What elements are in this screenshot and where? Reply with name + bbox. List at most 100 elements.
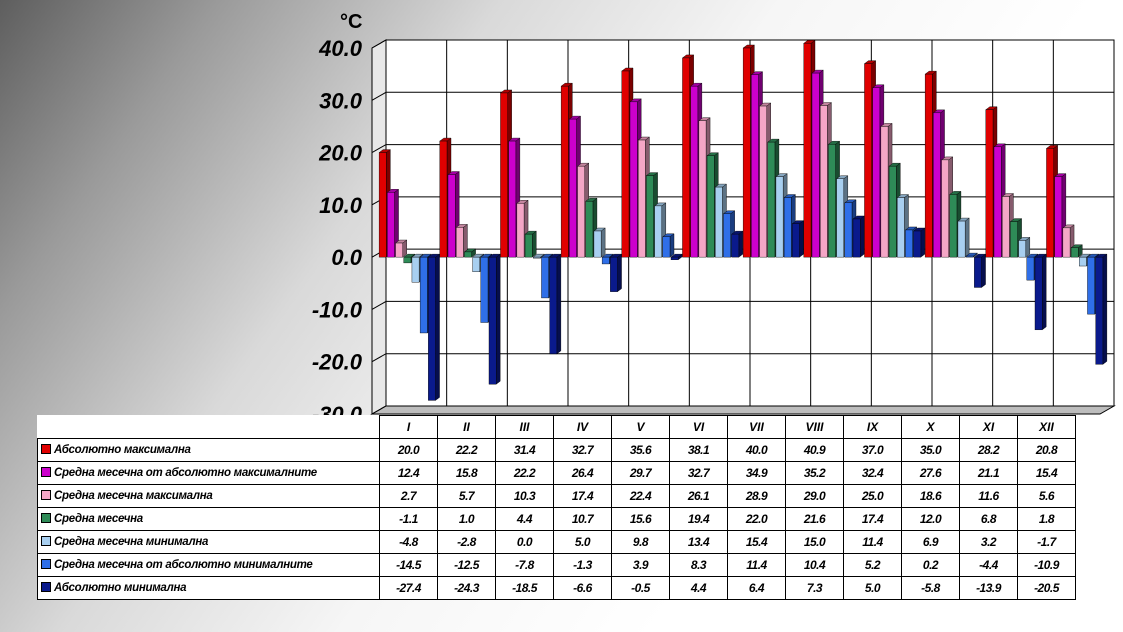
value-cell: 26.4 [553, 461, 612, 485]
data-table: I II III IV V VI VII VIII IX X XI XII Абсолютно мак… [37, 415, 1076, 600]
value-cell: 0.0 [495, 530, 554, 554]
series-label: Средна месечна максимална [37, 484, 380, 508]
value-cell: 6.8 [959, 507, 1018, 531]
value-cell: 9.8 [611, 530, 670, 554]
table-header-row: I II III IV V VI VII VIII IX X XI XII [38, 415, 1076, 439]
value-cell: 27.6 [901, 461, 960, 485]
bar [965, 252, 978, 258]
bar [549, 253, 562, 355]
value-cell: -2.8 [437, 530, 496, 554]
value-cell: -13.9 [959, 576, 1018, 600]
value-cell: 11.4 [727, 553, 786, 577]
y-axis-unit: °C [340, 11, 362, 33]
value-cell: 10.7 [553, 507, 612, 531]
value-cell: 11.6 [959, 484, 1018, 508]
value-cell: 13.4 [669, 530, 728, 554]
table-corner [38, 416, 380, 439]
value-cell: 15.6 [611, 507, 670, 531]
table-row: Средна месечна максимална 2.7 5.7 10.3 17.4 2… [37, 484, 1076, 508]
value-cell: -14.5 [379, 553, 438, 577]
value-cell: 35.6 [611, 438, 670, 462]
series-name: Средна месечна максимална [54, 490, 213, 502]
value-cell: 32.4 [843, 461, 902, 485]
series-name: Абсолютно максимална [54, 444, 191, 456]
value-cell: -6.6 [553, 576, 612, 600]
value-cell: 35.0 [901, 438, 960, 462]
bar [488, 253, 501, 385]
y-tick-label: 40.0 [318, 36, 363, 61]
legend-swatch [41, 444, 51, 454]
table-row: Средна месечна от абсолютно минималните -… [37, 553, 1076, 577]
series-label: Средна месечна минимална [37, 530, 380, 554]
table-row: Средна месечна -1.1 1.0 4.4 10.7 15.6 19.4 22.0… [37, 507, 1076, 531]
category-header: II [437, 415, 496, 439]
value-cell: 22.4 [611, 484, 670, 508]
value-cell: 2.7 [379, 484, 438, 508]
value-cell: 1.0 [437, 507, 496, 531]
bar [973, 253, 987, 288]
value-cell: 20.8 [1017, 438, 1076, 462]
value-cell: 28.2 [959, 438, 1018, 462]
value-cell: 12.0 [901, 507, 960, 531]
legend-swatch [41, 582, 51, 592]
y-tick-label: 10.0 [319, 193, 363, 218]
series-label: Абсолютно максимална [37, 438, 380, 462]
table-row: Средна месечна от абсолютно максималните… [37, 461, 1076, 485]
value-cell: 32.7 [669, 461, 728, 485]
value-cell: -27.4 [379, 576, 438, 600]
category-header: IV [553, 415, 612, 439]
category-header: VI [669, 415, 728, 439]
bar [463, 248, 477, 258]
value-cell: 20.0 [379, 438, 438, 462]
value-cell: 0.2 [901, 553, 960, 577]
value-cell: -10.9 [1017, 553, 1076, 577]
table-row: Абсолютно максимална 20.0 22.2 31.4 32.7 35.6… [37, 438, 1076, 462]
value-cell: 22.2 [495, 461, 554, 485]
value-cell: -1.1 [379, 507, 438, 531]
value-cell: 5.2 [843, 553, 902, 577]
value-cell: 40.0 [727, 438, 786, 462]
series-label: Абсолютно минимална [37, 576, 380, 600]
value-cell: 5.0 [553, 530, 612, 554]
value-cell: 22.0 [727, 507, 786, 531]
category-header: V [611, 415, 670, 439]
value-cell: 5.6 [1017, 484, 1076, 508]
category-header: III [495, 415, 554, 439]
plot-floor [370, 405, 1116, 415]
value-cell: 3.9 [611, 553, 670, 577]
category-header: XI [959, 415, 1018, 439]
bar [913, 227, 926, 258]
value-cell: 11.4 [843, 530, 902, 554]
category-header: IX [843, 415, 902, 439]
legend-swatch [41, 559, 51, 569]
legend-swatch [41, 490, 51, 500]
bar [670, 253, 683, 261]
series-label: Средна месечна [37, 507, 380, 531]
value-cell: 7.3 [785, 576, 844, 600]
value-cell: -20.5 [1017, 576, 1076, 600]
value-cell: 1.8 [1017, 507, 1076, 531]
value-cell: 12.4 [379, 461, 438, 485]
value-cell: 40.9 [785, 438, 844, 462]
value-cell: 34.9 [727, 461, 786, 485]
value-cell: 35.2 [785, 461, 844, 485]
value-cell: 17.4 [553, 484, 612, 508]
bar [1070, 244, 1083, 258]
value-cell: 15.4 [727, 530, 786, 554]
value-cell: 4.4 [495, 507, 554, 531]
value-cell: 18.6 [901, 484, 960, 508]
bar [593, 227, 606, 258]
value-cell: 22.2 [437, 438, 496, 462]
value-cell: 5.7 [437, 484, 496, 508]
bar [662, 233, 675, 258]
value-cell: 31.4 [495, 438, 554, 462]
value-cell: 38.1 [669, 438, 728, 462]
table-row: Средна месечна минимална -4.8 -2.8 0.0 5.0 9.… [37, 530, 1076, 554]
value-cell: 21.1 [959, 461, 1018, 485]
bar [852, 215, 865, 258]
bar [427, 253, 441, 401]
y-tick-label: -10.0 [312, 297, 363, 322]
value-cell: 29.0 [785, 484, 844, 508]
bar [731, 230, 744, 258]
value-cell: -18.5 [495, 576, 554, 600]
